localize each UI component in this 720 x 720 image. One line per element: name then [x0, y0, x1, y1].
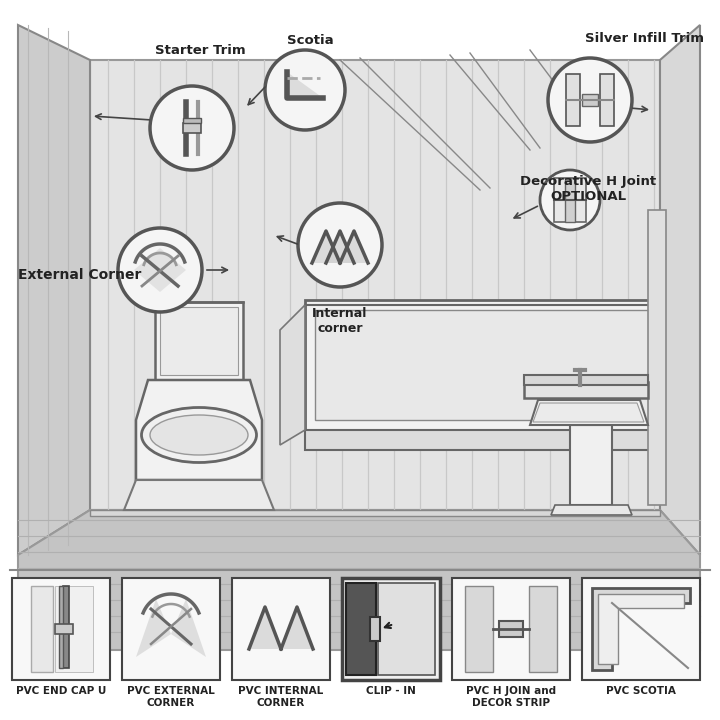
- Polygon shape: [90, 60, 660, 510]
- Text: Internal
corner: Internal corner: [312, 307, 368, 335]
- Bar: [90, 510, 660, 516]
- Polygon shape: [160, 248, 186, 292]
- Text: Decorative H Joint
OPTIONAL: Decorative H Joint OPTIONAL: [520, 175, 656, 203]
- Bar: [529, 586, 557, 672]
- Bar: [183, 123, 201, 133]
- Bar: [55, 586, 93, 672]
- Bar: [465, 586, 493, 672]
- Bar: [183, 118, 201, 123]
- Polygon shape: [136, 380, 262, 480]
- Polygon shape: [598, 594, 684, 664]
- Bar: [63, 586, 69, 668]
- Polygon shape: [280, 305, 305, 445]
- Bar: [370, 617, 380, 641]
- Text: Silver Infill Trim: Silver Infill Trim: [585, 32, 704, 45]
- Bar: [565, 178, 575, 222]
- Text: PVC INTERNAL
CORNER: PVC INTERNAL CORNER: [238, 686, 323, 708]
- Text: Starter Trim: Starter Trim: [155, 43, 246, 56]
- Ellipse shape: [142, 408, 256, 462]
- Polygon shape: [136, 599, 171, 657]
- Circle shape: [540, 170, 600, 230]
- Polygon shape: [124, 480, 274, 510]
- Bar: [12, 578, 110, 680]
- Text: PVC H JOIN and
DECOR STRIP: PVC H JOIN and DECOR STRIP: [466, 686, 556, 708]
- Bar: [232, 578, 330, 680]
- Circle shape: [118, 228, 202, 312]
- Bar: [499, 621, 523, 637]
- Bar: [524, 382, 648, 398]
- Bar: [452, 578, 570, 680]
- Polygon shape: [340, 231, 368, 263]
- Bar: [31, 586, 53, 672]
- Polygon shape: [134, 248, 160, 292]
- Bar: [524, 375, 648, 385]
- Polygon shape: [18, 25, 90, 555]
- Bar: [122, 578, 220, 680]
- Text: PVC EXTERNAL
CORNER: PVC EXTERNAL CORNER: [127, 686, 215, 708]
- Bar: [648, 210, 666, 505]
- Bar: [160, 307, 238, 375]
- Bar: [155, 302, 243, 380]
- Polygon shape: [530, 400, 648, 425]
- Text: Scotia: Scotia: [287, 34, 333, 47]
- Polygon shape: [281, 607, 313, 649]
- Bar: [315, 310, 650, 420]
- Bar: [600, 74, 614, 126]
- Bar: [570, 425, 612, 505]
- Polygon shape: [18, 510, 700, 650]
- Circle shape: [150, 86, 234, 170]
- Circle shape: [298, 203, 382, 287]
- Polygon shape: [249, 607, 281, 649]
- Polygon shape: [660, 25, 700, 555]
- Bar: [305, 300, 660, 430]
- Polygon shape: [171, 599, 206, 657]
- Bar: [346, 583, 376, 675]
- Polygon shape: [592, 588, 690, 670]
- Bar: [342, 578, 440, 680]
- Bar: [582, 94, 598, 106]
- Bar: [582, 578, 700, 680]
- Bar: [59, 586, 63, 668]
- Ellipse shape: [150, 415, 248, 455]
- Polygon shape: [551, 505, 632, 515]
- Polygon shape: [533, 403, 644, 422]
- Polygon shape: [305, 430, 660, 450]
- Polygon shape: [312, 231, 340, 263]
- Text: External Corner: External Corner: [18, 268, 141, 282]
- Text: CLIP - IN: CLIP - IN: [366, 686, 416, 696]
- Text: PVC END CAP U: PVC END CAP U: [16, 686, 106, 696]
- Bar: [378, 583, 435, 675]
- Text: PVC SCOTIA: PVC SCOTIA: [606, 686, 676, 696]
- Bar: [566, 74, 580, 126]
- Polygon shape: [326, 231, 354, 263]
- Circle shape: [265, 50, 345, 130]
- Circle shape: [548, 58, 632, 142]
- Bar: [554, 178, 586, 222]
- Polygon shape: [287, 72, 323, 98]
- Bar: [55, 624, 73, 634]
